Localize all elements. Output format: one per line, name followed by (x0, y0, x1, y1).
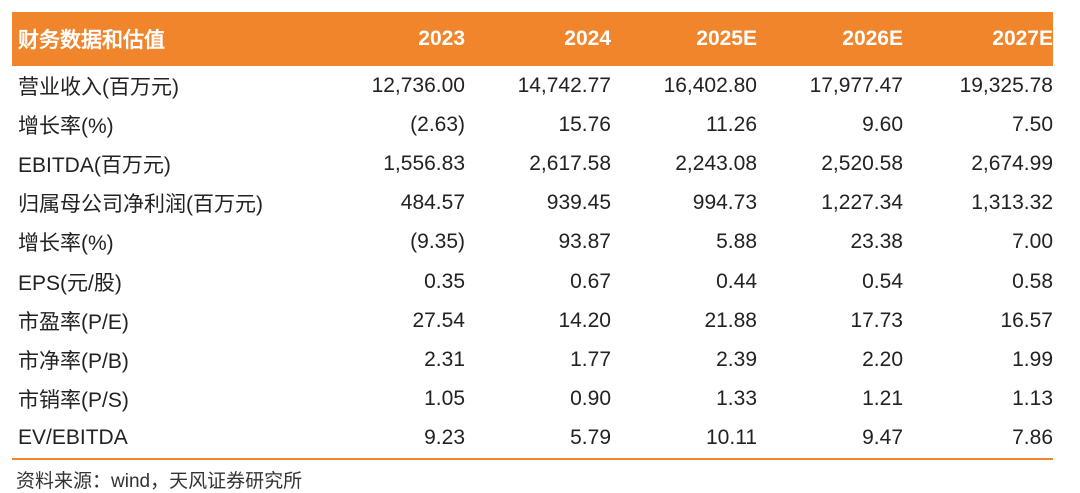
table-cell: 15.76 (558, 112, 611, 136)
table-body: 营业收入(百万元) 12,736.00 14,742.77 16,402.80 17,9… (12, 66, 1053, 458)
table-cell: 16,402.80 (663, 73, 757, 97)
row-label: 市销率(P/S) (18, 389, 129, 413)
table-cell: 9.60 (862, 112, 903, 136)
table-cell: 2,674.99 (971, 151, 1053, 175)
table-cell: 1,556.83 (383, 151, 465, 175)
table-cell: 21.88 (704, 308, 757, 332)
table-cell: 2,243.08 (675, 151, 757, 175)
row-label: EBITDA(百万元) (18, 153, 171, 177)
table-cell: 14.20 (558, 308, 611, 332)
table-cell: 9.23 (424, 426, 465, 450)
table-cell: (2.63) (410, 112, 465, 136)
row-label: 归属母公司净利润(百万元) (18, 193, 263, 217)
row-label: EV/EBITDA (18, 426, 128, 450)
table-row: 归属母公司净利润(百万元) 484.57 939.45 994.73 1,227.34 1… (12, 184, 1053, 223)
row-label: EPS(元/股) (18, 271, 122, 295)
bottom-rule (12, 457, 1053, 460)
table-cell: 7.50 (1012, 112, 1053, 136)
table-cell: 9.47 (862, 426, 903, 450)
table-row: EV/EBITDA 9.23 5.79 10.11 9.47 7.86 (12, 419, 1053, 458)
financial-table: 财务数据和估值 2023 2024 2025E 2026E 2027E 营业收入… (12, 12, 1053, 460)
table-header: 财务数据和估值 2023 2024 2025E 2026E 2027E (12, 12, 1053, 66)
table-cell: 27.54 (412, 308, 465, 332)
table-cell: 484.57 (400, 191, 465, 215)
row-label: 营业收入(百万元) (18, 75, 179, 99)
table-cell: 1.05 (424, 387, 465, 411)
table-cell: 23.38 (850, 230, 903, 254)
table-cell: 0.67 (570, 269, 611, 293)
table-cell: 93.87 (558, 230, 611, 254)
table-row: EBITDA(百万元) 1,556.83 2,617.58 2,243.08 2,520… (12, 144, 1053, 183)
year-header: 2025E (696, 27, 757, 50)
year-header: 2026E (842, 27, 903, 50)
table-cell: 994.73 (692, 191, 757, 215)
table-cell: 5.88 (716, 230, 757, 254)
table-cell: 1,227.34 (821, 191, 903, 215)
row-label: 增长率(%) (18, 114, 114, 138)
table-cell: 1.21 (862, 387, 903, 411)
table-cell: 11.26 (706, 112, 757, 136)
table-cell: 2.39 (716, 347, 757, 371)
table-cell: 1.13 (1012, 387, 1053, 411)
table-cell: 17.73 (850, 308, 903, 332)
table-cell: 14,742.77 (517, 73, 611, 97)
table-cell: 2.31 (424, 347, 465, 371)
table-cell: 0.44 (716, 269, 757, 293)
table-cell: 0.35 (424, 269, 465, 293)
table-cell: 16.57 (1000, 308, 1053, 332)
table-row: 市净率(P/B) 2.31 1.77 2.39 2.20 1.99 (12, 340, 1053, 379)
table-title: 财务数据和估值 (18, 29, 165, 52)
table-cell: 0.90 (570, 387, 611, 411)
table-cell: 2.20 (862, 347, 903, 371)
row-label: 增长率(%) (18, 232, 114, 256)
source-note: 资料来源：wind，天风证券研究所 (16, 471, 303, 492)
table-row: 营业收入(百万元) 12,736.00 14,742.77 16,402.80 17,9… (12, 66, 1053, 105)
table-row: 市销率(P/S) 1.05 0.90 1.33 1.21 1.13 (12, 380, 1053, 419)
table-cell: 2,520.58 (821, 151, 903, 175)
table-cell: 2,617.58 (529, 151, 611, 175)
table-cell: 1.33 (716, 387, 757, 411)
table-cell: 10.11 (706, 426, 757, 450)
table-row: 增长率(%) (2.63) 15.76 11.26 9.60 7.50 (12, 105, 1053, 144)
table-row: EPS(元/股) 0.35 0.67 0.44 0.54 0.58 (12, 262, 1053, 301)
year-header: 2027E (992, 27, 1053, 50)
table-cell: 0.54 (862, 269, 903, 293)
row-label: 市盈率(P/E) (18, 310, 129, 334)
year-header: 2024 (564, 27, 611, 50)
table-cell: 939.45 (546, 191, 611, 215)
table-cell: 0.58 (1012, 269, 1053, 293)
table-cell: 7.00 (1012, 230, 1053, 254)
table-cell: 1.99 (1012, 347, 1053, 371)
table-cell: (9.35) (410, 230, 465, 254)
year-header: 2023 (418, 27, 465, 50)
table-row: 增长率(%) (9.35) 93.87 5.88 23.38 7.00 (12, 223, 1053, 262)
table-row: 市盈率(P/E) 27.54 14.20 21.88 17.73 16.57 (12, 301, 1053, 340)
table-cell: 12,736.00 (371, 73, 465, 97)
row-label: 市净率(P/B) (18, 349, 129, 373)
table-cell: 5.79 (570, 426, 611, 450)
table-cell: 19,325.78 (959, 73, 1053, 97)
table-cell: 17,977.47 (809, 73, 903, 97)
table-cell: 7.86 (1012, 426, 1053, 450)
table-cell: 1,313.32 (971, 191, 1053, 215)
table-cell: 1.77 (570, 347, 611, 371)
